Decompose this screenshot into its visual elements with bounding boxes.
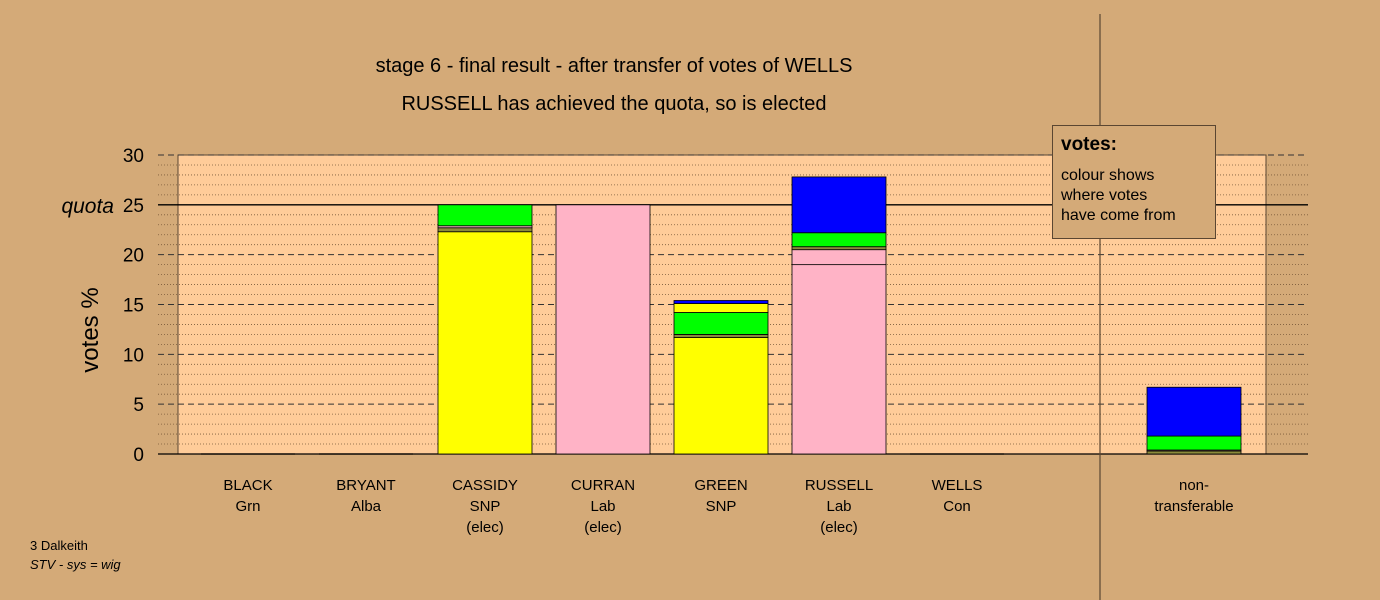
y-tick-label: 20: [123, 246, 144, 267]
bar-segment-russell: [791, 264, 887, 455]
legend-heading: votes:: [1061, 134, 1117, 155]
chart-title: stage 6 - final result - after transfer …: [376, 55, 853, 77]
bar-segment-russell: [791, 176, 887, 234]
y-tick-label: 0: [133, 445, 144, 466]
legend-line-1: colour shows: [1061, 167, 1155, 184]
legend-line-3: have come from: [1061, 207, 1176, 224]
y-tick-label: 15: [123, 296, 144, 317]
quota-label: quota: [61, 195, 114, 218]
bar-segment-russell: [791, 232, 887, 248]
bar-segment-cassidy: [437, 231, 533, 455]
candidate-label: BRYANT: [336, 477, 395, 494]
footer: 3 Dalkeith STV - sys = wig: [30, 536, 121, 574]
y-tick-label: 10: [123, 345, 144, 366]
candidate-label: WELLS: [932, 477, 983, 494]
candidate-label: (elec): [466, 519, 504, 536]
candidate-label: (elec): [584, 519, 622, 536]
bar-segment-non: [1146, 386, 1242, 437]
y-tick-label: 25: [123, 196, 144, 217]
bar-segment-non: [1146, 450, 1242, 455]
bar-segment-green: [673, 312, 769, 335]
candidate-label: RUSSELL: [805, 477, 873, 494]
legend-box: votes: colour shows where votes have com…: [1052, 125, 1216, 239]
candidate-label: BLACK: [223, 477, 272, 494]
candidate-label: Alba: [351, 498, 382, 515]
candidate-label: GREEN: [694, 477, 747, 494]
candidate-label: non-: [1179, 477, 1209, 494]
bar-segment-green: [673, 303, 769, 313]
candidate-label: (elec): [820, 519, 858, 536]
bar-segment-russell: [791, 246, 887, 251]
candidate-label: SNP: [706, 498, 737, 515]
legend-line-2: where votes: [1061, 187, 1148, 204]
bar-segment-green: [673, 300, 769, 304]
system-label: STV - sys = wig: [30, 557, 121, 572]
y-tick-label: 5: [133, 395, 144, 416]
candidate-label: Lab: [826, 498, 851, 515]
bar-segment-cassidy: [437, 204, 533, 227]
y-tick-label: 30: [123, 146, 144, 167]
y-axis-label: votes %: [77, 287, 104, 372]
candidate-label: Lab: [590, 498, 615, 515]
candidate-label: CURRAN: [571, 477, 635, 494]
candidate-label: Grn: [235, 498, 260, 515]
bar-segment-curran: [555, 204, 651, 455]
bar-segment-non: [1146, 435, 1242, 451]
bar-segment-green: [673, 333, 769, 338]
bar-segment-cassidy: [437, 227, 533, 233]
candidate-label: transferable: [1154, 498, 1233, 515]
candidate-label: SNP: [470, 498, 501, 515]
chart-subtitle: RUSSELL has achieved the quota, so is el…: [401, 93, 826, 115]
candidate-label: CASSIDY: [452, 477, 518, 494]
constituency-label: 3 Dalkeith: [30, 538, 88, 553]
candidate-label: Con: [943, 498, 971, 515]
bar-segment-green: [673, 336, 769, 455]
bar-segment-russell: [791, 249, 887, 266]
